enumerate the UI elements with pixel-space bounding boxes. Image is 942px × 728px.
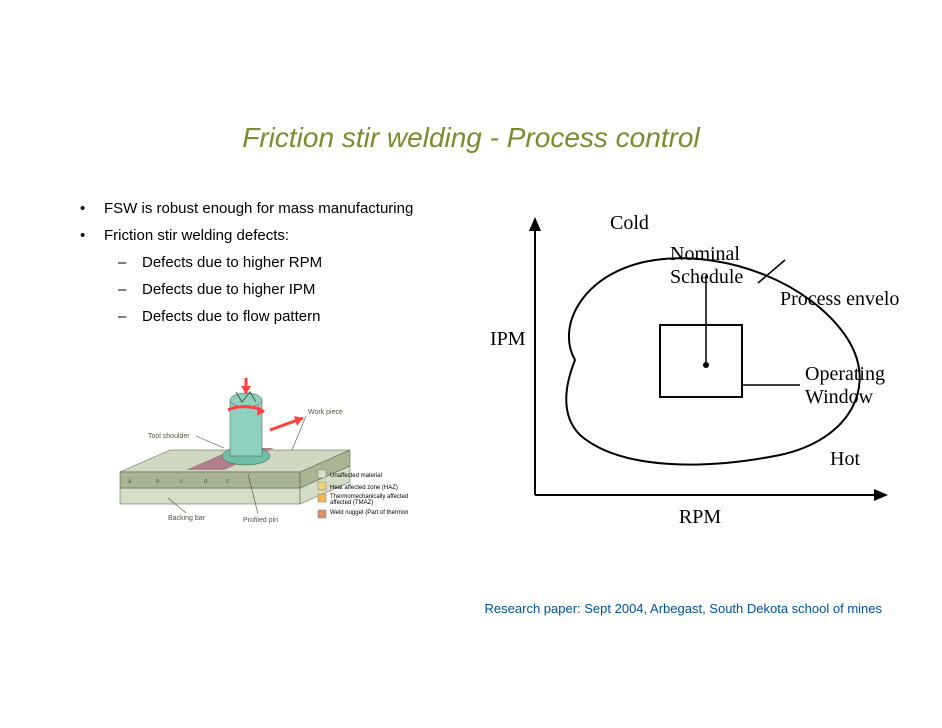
bullet-item: Friction stir welding defects: Defects d… bbox=[80, 222, 413, 330]
svg-text:c': c' bbox=[226, 479, 230, 485]
label-hot: Hot bbox=[830, 448, 860, 470]
bullet-subitem: Defects due to higher IPM bbox=[118, 276, 413, 303]
svg-text:Heat affected zone (HAZ): Heat affected zone (HAZ) bbox=[330, 485, 398, 491]
svg-text:Unaffected material: Unaffected material bbox=[330, 473, 382, 479]
slide-title: Friction stir welding - Process control bbox=[0, 122, 942, 154]
operating-window-box bbox=[660, 325, 742, 397]
bullet-item: FSW is robust enough for mass manufactur… bbox=[80, 195, 413, 222]
fsw-illustration: Tool shoulder Work piece Backing bar Pro… bbox=[108, 370, 408, 560]
footer-citation: Research paper: Sept 2004, Arbegast, Sou… bbox=[485, 601, 882, 616]
tool-shape bbox=[222, 392, 270, 465]
label-y-axis: IPM bbox=[490, 328, 526, 350]
label-operating-2: Window bbox=[805, 386, 874, 408]
fsw-legend: Unaffected material Heat affected zone (… bbox=[318, 470, 408, 518]
bullet-list: FSW is robust enough for mass manufactur… bbox=[80, 195, 413, 330]
label-tool-shoulder: Tool shoulder bbox=[148, 433, 190, 440]
label-nominal: Nominal bbox=[670, 243, 740, 265]
label-nominal-2: Schedule bbox=[670, 266, 743, 288]
label-envelope: Process envelope bbox=[780, 288, 900, 310]
process-envelope-diagram: Cold Hot IPM RPM Nominal Schedule Proces… bbox=[480, 205, 900, 535]
label-operating: Operating bbox=[805, 363, 885, 385]
svg-text:d: d bbox=[204, 479, 207, 485]
label-work-piece: Work piece bbox=[308, 409, 343, 416]
bullet-subitem: Defects due to higher RPM bbox=[118, 249, 413, 276]
label-profiled-pin: Profiled pin bbox=[243, 517, 278, 524]
slide: Friction stir welding - Process control … bbox=[0, 0, 942, 728]
label-x-axis: RPM bbox=[679, 506, 721, 528]
label-cold: Cold bbox=[610, 212, 649, 234]
svg-text:c: c bbox=[180, 479, 183, 485]
envelope-leader bbox=[758, 260, 785, 283]
bullet-subitem: Defects due to flow pattern bbox=[118, 303, 413, 330]
label-backing-bar: Backing bar bbox=[168, 515, 206, 522]
svg-text:Weld nugget (Part of thermomec: Weld nugget (Part of thermomechanically … bbox=[330, 510, 408, 516]
svg-text:affected (TMAZ): affected (TMAZ) bbox=[330, 500, 373, 506]
